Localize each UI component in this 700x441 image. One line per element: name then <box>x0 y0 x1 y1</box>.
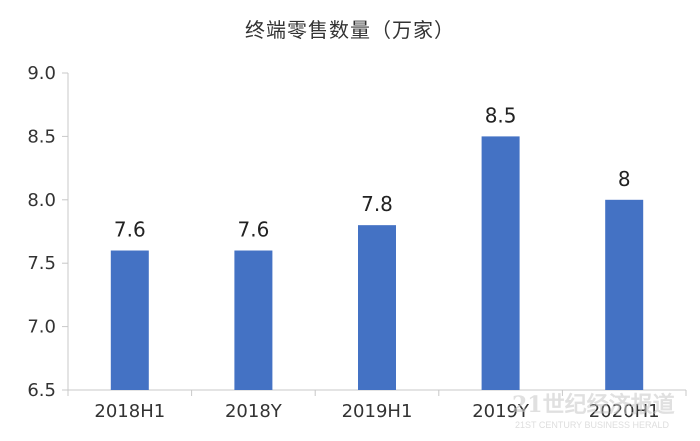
x-tick-label: 2018H1 <box>94 401 165 422</box>
x-tick-label: 2019Y <box>472 401 530 422</box>
watermark: 21世纪经济报道 21ST CENTURY BUSINESS HERALD <box>512 392 675 430</box>
data-label: 8 <box>618 167 631 191</box>
bars <box>110 136 644 390</box>
data-label: 7.6 <box>237 218 269 242</box>
data-label: 7.6 <box>114 218 146 242</box>
watermark-subtext: 21ST CENTURY BUSINESS HERALD <box>515 420 670 430</box>
bar <box>358 225 396 390</box>
y-tick-label: 6.5 <box>27 380 56 401</box>
x-tick-label: 2020H1 <box>589 401 660 422</box>
y-tick-label: 7.5 <box>27 253 56 274</box>
x-tick-label: 2019H1 <box>342 401 413 422</box>
y-tick-label: 9.0 <box>27 63 56 84</box>
watermark-text: 21世纪经济报道 <box>512 392 675 418</box>
y-tick-label: 8.5 <box>27 126 56 147</box>
data-labels: 7.6 7.6 7.8 8.5 8 <box>114 103 631 241</box>
bar <box>234 250 273 390</box>
x-tick-label: 2018Y <box>225 401 283 422</box>
bar <box>481 136 520 390</box>
y-tick-label: 7.0 <box>27 317 56 338</box>
bar <box>605 199 644 390</box>
y-tick-label: 8.0 <box>27 190 56 211</box>
x-axis: 2018H1 2018Y 2019H1 2019Y 2020H1 <box>67 389 687 422</box>
y-axis: 6.5 7.0 7.5 8.0 8.5 9.0 <box>27 63 69 401</box>
chart-title: 终端零售数量（万家） <box>245 18 455 42</box>
data-label: 7.8 <box>361 192 393 216</box>
bar <box>110 250 149 390</box>
data-label: 8.5 <box>485 103 517 127</box>
